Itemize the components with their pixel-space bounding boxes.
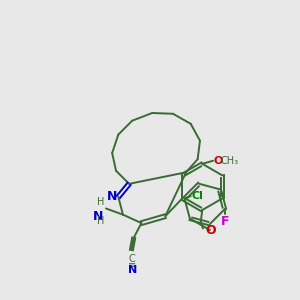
Text: C: C xyxy=(129,254,136,264)
Text: H: H xyxy=(97,216,104,226)
Text: N: N xyxy=(93,210,103,223)
Text: H: H xyxy=(97,197,104,207)
Text: F: F xyxy=(220,215,229,228)
Text: O: O xyxy=(205,224,216,236)
Text: CH₃: CH₃ xyxy=(221,156,239,166)
Text: N: N xyxy=(128,266,137,275)
Text: ≡: ≡ xyxy=(128,260,136,270)
Text: O: O xyxy=(214,156,223,166)
Text: Cl: Cl xyxy=(191,191,203,201)
Text: N: N xyxy=(106,190,117,203)
